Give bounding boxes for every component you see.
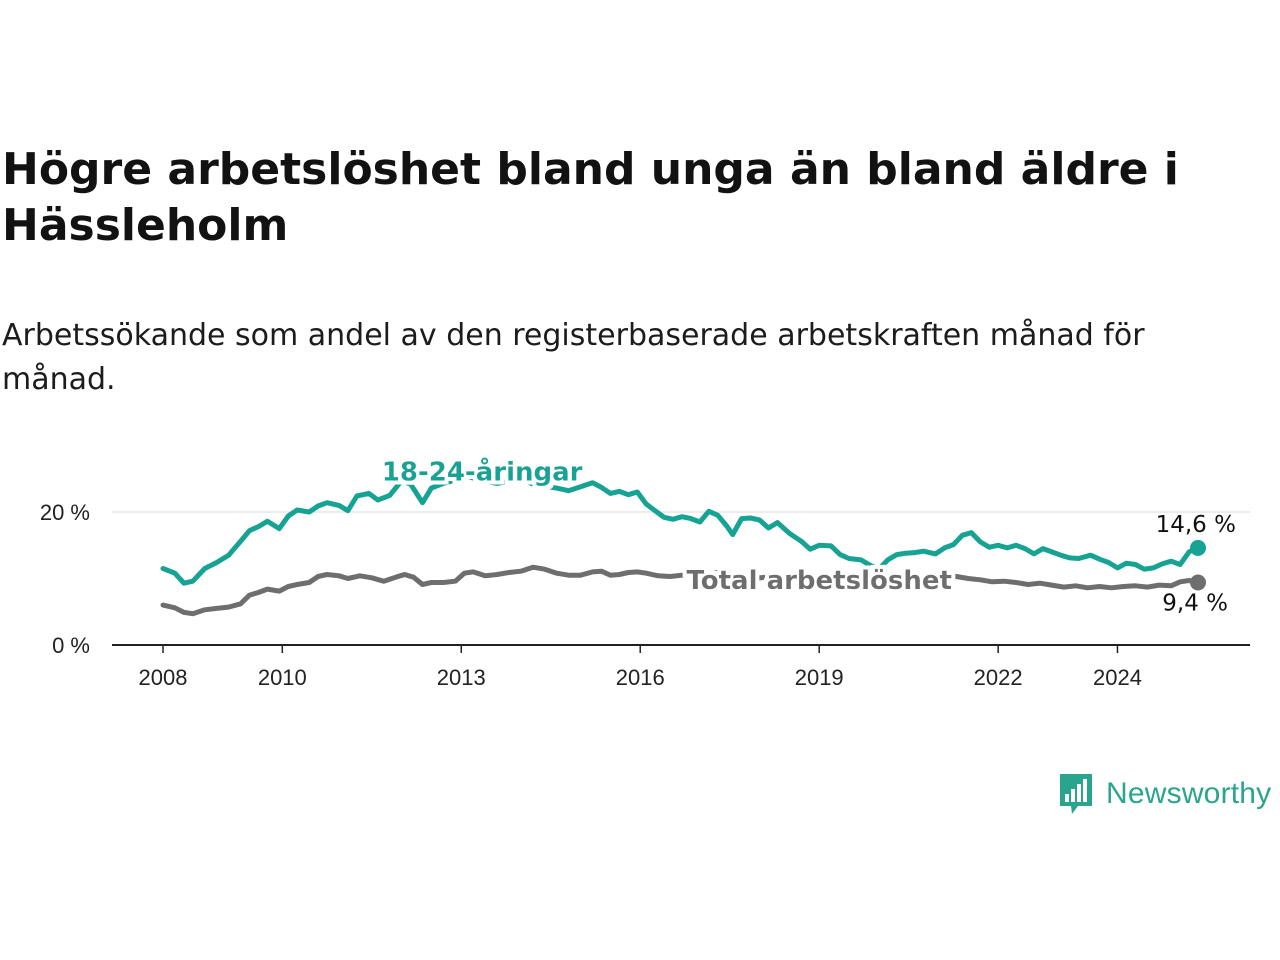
series-annotation: Total arbetslöshet: [686, 566, 951, 596]
series-end-marker: [1190, 539, 1206, 556]
y-tick-label: 0 %: [52, 633, 90, 658]
y-tick-label: 20 %: [40, 500, 90, 525]
labels: 14,6 % 9,4 % 18-24-åringar Total arbetslösh…: [382, 455, 1236, 616]
chart-subtitle: Arbetssökande som andel av den registerb…: [2, 318, 1145, 397]
end-value-label: 9,4 %: [1162, 590, 1228, 616]
newsworthy-logo-icon: [1060, 774, 1092, 814]
series-lines: [160, 472, 1206, 617]
series-end-marker: [1190, 574, 1206, 591]
x-tick-label: 2010: [258, 665, 307, 690]
brand-name: Newsworthy: [1106, 777, 1272, 810]
axes: 0 % 20 % 2008 2010 2013 2016 2019 2022 2024: [40, 500, 1250, 690]
series-line-youth: [160, 472, 1201, 586]
chart-title: Högre arbetslöshet bland unga än bland ä…: [2, 144, 1179, 251]
x-tick-label: 2008: [139, 665, 188, 690]
newsworthy-brand[interactable]: Newsworthy: [1058, 772, 1271, 816]
series-line-total: [160, 564, 1201, 617]
line-chart: 0 % 20 % 2008 2010 2013 2016 2019 2022 2024 14,6…: [40, 455, 1250, 690]
series-annotation: 18-24-åringar: [382, 455, 583, 487]
x-tick-label: 2024: [1093, 665, 1142, 690]
x-tick-label: 2019: [795, 665, 844, 690]
x-tick-label: 2013: [437, 665, 486, 690]
x-tick-label: 2016: [616, 665, 665, 690]
x-tick-label: 2022: [974, 665, 1023, 690]
end-value-label: 14,6 %: [1156, 512, 1236, 538]
